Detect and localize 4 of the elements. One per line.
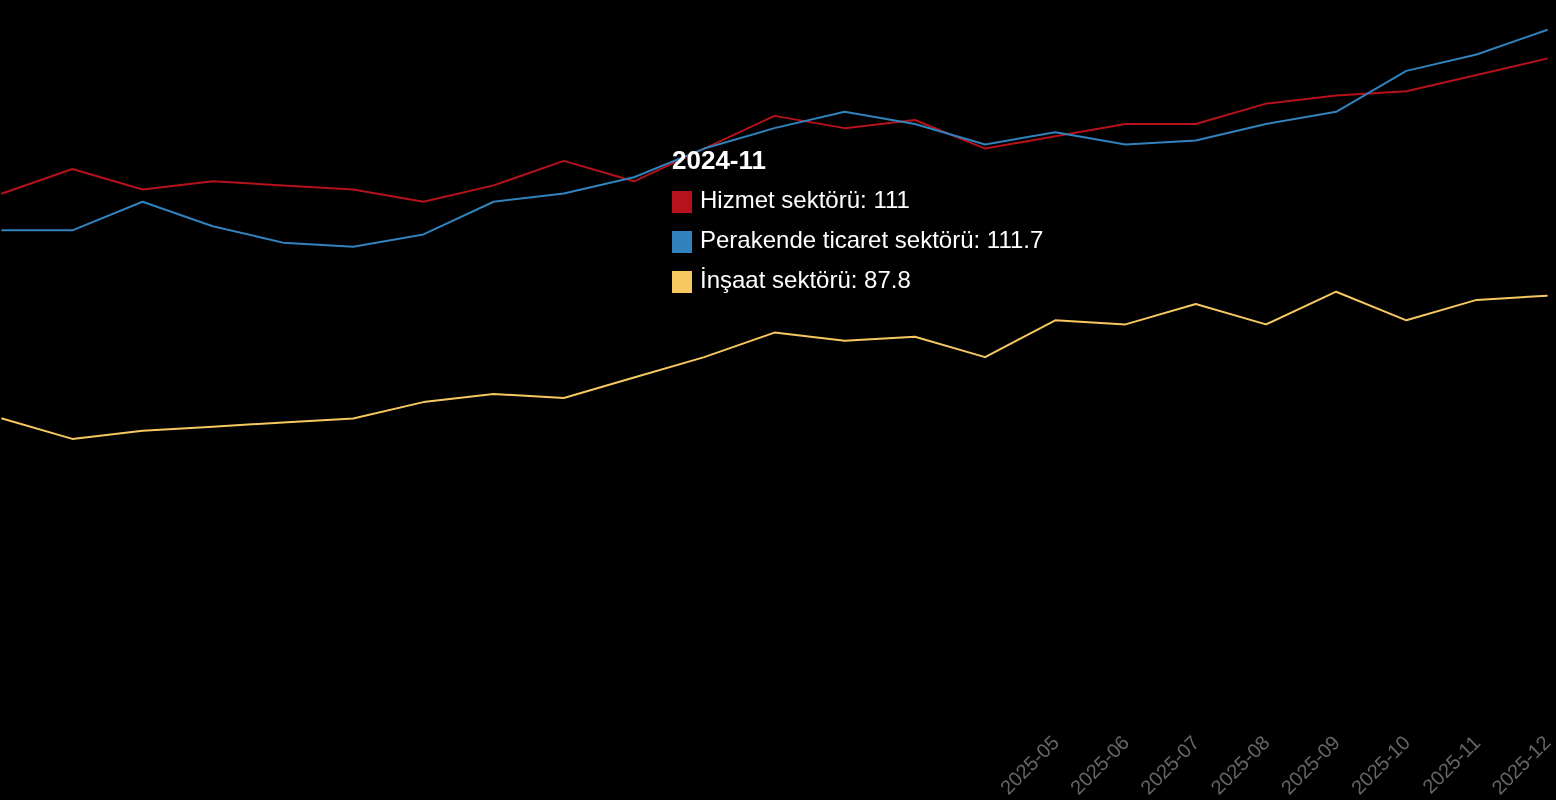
- annotation: Hizmet sektörü: 111: [699, 185, 911, 215]
- annotation: Perakende ticaret sektörü: 111.7: [699, 225, 1044, 255]
- annotation: 2024-11: [672, 144, 767, 177]
- annotation: İnşaat sektörü: 87.8: [699, 265, 912, 295]
